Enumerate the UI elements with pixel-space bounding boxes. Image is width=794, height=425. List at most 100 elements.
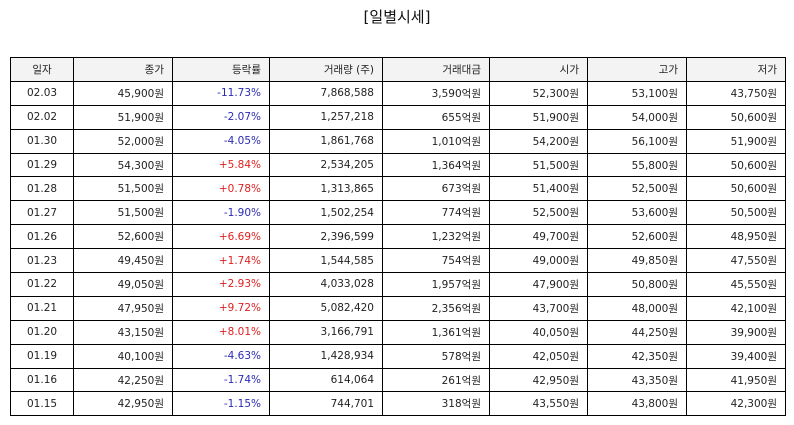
cell-volume: 2,396,599 (269, 224, 383, 250)
cell-change: -1.15% (172, 391, 270, 417)
cell-value: 3,590억원 (382, 80, 490, 106)
cell-open: 52,500원 (489, 200, 588, 226)
cell-volume: 2,534,205 (269, 152, 383, 178)
cell-high: 49,850원 (587, 248, 687, 274)
cell-date: 01.30 (10, 128, 74, 154)
cell-volume: 7,868,588 (269, 80, 383, 106)
cell-high: 50,800원 (587, 272, 687, 297)
cell-value: 1,232억원 (382, 224, 490, 250)
cell-close: 49,450원 (73, 248, 173, 274)
cell-value: 1,957억원 (382, 272, 490, 297)
cell-value: 774억원 (382, 200, 490, 226)
cell-high: 53,100원 (587, 80, 687, 106)
table-row: 01.26 52,600원 +6.69% 2,396,599 1,232억원 49,700… (10, 224, 786, 250)
cell-close: 40,100원 (73, 343, 173, 369)
cell-value: 578억원 (382, 343, 490, 369)
cell-date: 01.28 (10, 176, 74, 202)
cell-open: 43,700원 (489, 295, 588, 321)
cell-volume: 744,701 (269, 391, 383, 417)
cell-date: 01.29 (10, 152, 74, 178)
cell-volume: 1,861,768 (269, 128, 383, 154)
table-row: 01.29 54,300원 +5.84% 2,534,205 1,364억원 51,500… (10, 152, 786, 178)
table-row: 01.19 40,100원 -4.63% 1,428,934 578억원 42,050원 4… (10, 343, 786, 369)
cell-date: 01.15 (10, 391, 74, 417)
cell-close: 51,500원 (73, 176, 173, 202)
cell-open: 47,900원 (489, 272, 588, 297)
table-row: 01.16 42,250원 -1.74% 614,064 261억원 42,950원 43,… (10, 367, 786, 393)
cell-change: +0.78% (172, 176, 270, 202)
cell-date: 02.02 (10, 104, 74, 130)
table-row: 01.28 51,500원 +0.78% 1,313,865 673억원 51,400원 5… (10, 176, 786, 202)
table-row: 01.20 43,150원 +8.01% 3,166,791 1,361억원 40,050… (10, 319, 786, 345)
cell-close: 52,000원 (73, 128, 173, 154)
cell-close: 43,150원 (73, 319, 173, 345)
cell-change: -1.74% (172, 367, 270, 393)
cell-value: 1,364억원 (382, 152, 490, 178)
cell-low: 39,900원 (686, 319, 786, 345)
cell-close: 42,950원 (73, 391, 173, 417)
cell-low: 50,600원 (686, 152, 786, 178)
cell-low: 48,950원 (686, 224, 786, 250)
cell-change: -1.90% (172, 200, 270, 226)
cell-low: 43,750원 (686, 80, 786, 106)
cell-high: 43,800원 (587, 391, 687, 417)
cell-date: 01.20 (10, 319, 74, 345)
cell-close: 49,050원 (73, 272, 173, 297)
daily-price-table: 일자 종가 등락률 거래량 (주) 거래대금 시가 고가 저가 02.03 45,… (10, 57, 786, 417)
cell-open: 49,700원 (489, 224, 588, 250)
cell-high: 52,500원 (587, 176, 687, 202)
cell-low: 42,100원 (686, 295, 786, 321)
cell-date: 01.16 (10, 367, 74, 393)
cell-date: 01.21 (10, 295, 74, 321)
table-row: 02.02 51,900원 -2.07% 1,257,218 655억원 51,900원 5… (10, 104, 786, 130)
cell-change: +6.69% (172, 224, 270, 250)
header-row: 일자 종가 등락률 거래량 (주) 거래대금 시가 고가 저가 (10, 57, 786, 82)
header-volume: 거래량 (주) (269, 57, 383, 82)
table-row: 01.21 47,950원 +9.72% 5,082,420 2,356억원 43,700… (10, 295, 786, 321)
header-close: 종가 (73, 57, 173, 82)
cell-close: 51,500원 (73, 200, 173, 226)
cell-open: 51,400원 (489, 176, 588, 202)
cell-low: 50,500원 (686, 200, 786, 226)
cell-open: 49,000원 (489, 248, 588, 274)
cell-value: 2,356억원 (382, 295, 490, 321)
cell-volume: 3,166,791 (269, 319, 383, 345)
cell-volume: 1,544,585 (269, 248, 383, 274)
cell-low: 42,300원 (686, 391, 786, 417)
cell-change: -4.63% (172, 343, 270, 369)
cell-low: 39,400원 (686, 343, 786, 369)
cell-value: 318억원 (382, 391, 490, 417)
cell-value: 261억원 (382, 367, 490, 393)
cell-volume: 5,082,420 (269, 295, 383, 321)
cell-high: 43,350원 (587, 367, 687, 393)
cell-volume: 614,064 (269, 367, 383, 393)
cell-low: 50,600원 (686, 176, 786, 202)
cell-value: 1,010억원 (382, 128, 490, 154)
cell-date: 01.26 (10, 224, 74, 250)
cell-open: 42,950원 (489, 367, 588, 393)
header-low: 저가 (686, 57, 786, 82)
cell-volume: 1,428,934 (269, 343, 383, 369)
header-date: 일자 (10, 57, 74, 82)
cell-value: 673억원 (382, 176, 490, 202)
cell-change: -2.07% (172, 104, 270, 130)
cell-date: 01.19 (10, 343, 74, 369)
cell-date: 01.27 (10, 200, 74, 226)
cell-value: 655억원 (382, 104, 490, 130)
table-row: 01.23 49,450원 +1.74% 1,544,585 754억원 49,000원 4… (10, 248, 786, 274)
cell-close: 42,250원 (73, 367, 173, 393)
header-value: 거래대금 (382, 57, 490, 82)
cell-open: 54,200원 (489, 128, 588, 154)
cell-high: 48,000원 (587, 295, 687, 321)
cell-change: +2.93% (172, 272, 270, 297)
header-high: 고가 (587, 57, 687, 82)
cell-change: -4.05% (172, 128, 270, 154)
cell-high: 44,250원 (587, 319, 687, 345)
cell-date: 01.23 (10, 248, 74, 274)
cell-date: 01.22 (10, 272, 74, 297)
cell-high: 42,350원 (587, 343, 687, 369)
cell-volume: 1,313,865 (269, 176, 383, 202)
cell-high: 55,800원 (587, 152, 687, 178)
table-row: 02.03 45,900원 -11.73% 7,868,588 3,590억원 52,30… (10, 80, 786, 106)
cell-low: 51,900원 (686, 128, 786, 154)
